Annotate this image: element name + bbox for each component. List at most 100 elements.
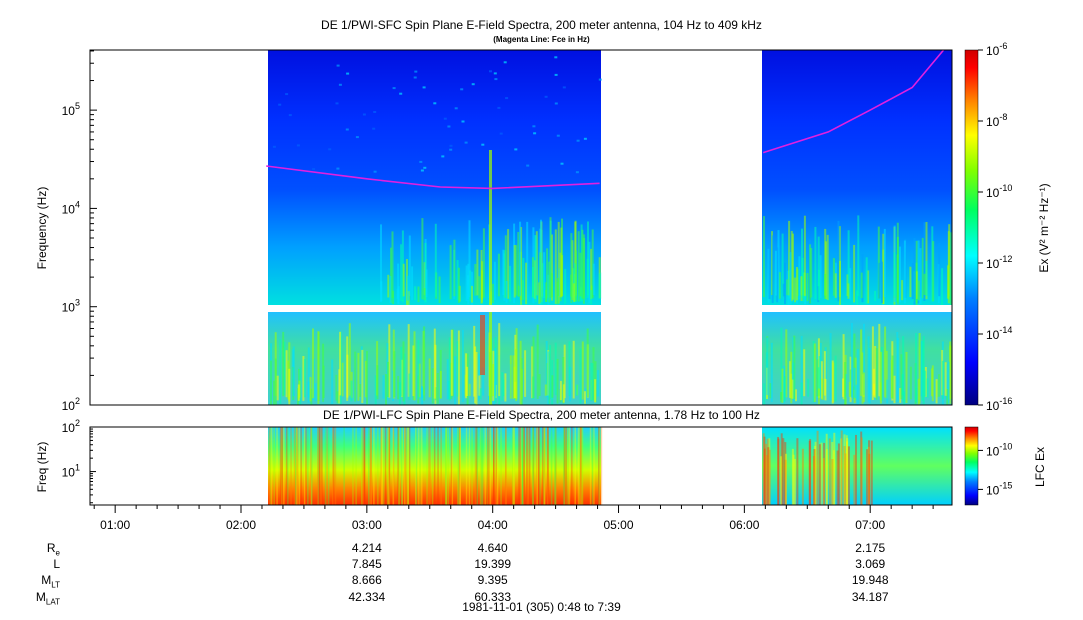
- lfc-streak: [847, 446, 850, 505]
- spectral-speck: [514, 148, 518, 151]
- lfc-colorbar-ticks: 10-10 10-15: [978, 441, 1012, 497]
- spectral-speck: [443, 117, 447, 120]
- spectral-streak: [893, 252, 896, 296]
- spectral-streak: [549, 217, 552, 298]
- spectral-streak: [913, 238, 916, 305]
- spectral-speck: [335, 102, 339, 105]
- lfc-streak: [820, 442, 823, 505]
- spectral-speck: [372, 127, 376, 130]
- lfc-streak: [310, 427, 312, 505]
- colorbar-tick-label: 10-14: [986, 325, 1012, 342]
- spectral-speck: [373, 111, 377, 113]
- spectral-streak: [397, 286, 400, 305]
- spectral-streak: [882, 249, 885, 305]
- time-tick-label: 02:00: [226, 518, 256, 532]
- lfc-streak: [281, 427, 283, 505]
- lfc-streak: [543, 427, 546, 505]
- spectral-streak: [879, 351, 882, 404]
- spectral-streak: [786, 279, 789, 296]
- spectral-streak: [380, 281, 383, 301]
- spectral-streak: [774, 250, 777, 296]
- spectral-streak: [417, 286, 420, 303]
- spectral-streak: [900, 354, 903, 400]
- spectral-streak: [557, 221, 560, 304]
- lfc-streak: [823, 442, 826, 505]
- spectral-streak: [590, 290, 593, 305]
- spectral-streak: [826, 234, 829, 301]
- spectral-streak: [411, 266, 414, 301]
- spectral-streak: [783, 376, 786, 402]
- spectral-speck: [497, 106, 501, 109]
- lfc-streak: [532, 427, 535, 505]
- ephemeris-value: 42.334: [348, 590, 386, 604]
- lfc-streak: [593, 427, 595, 505]
- lfc-streak: [479, 427, 482, 505]
- lfc-streak: [465, 427, 468, 505]
- spectral-speck: [460, 88, 464, 91]
- spectral-streak: [584, 391, 586, 404]
- lfc-streak: [296, 427, 299, 505]
- sfc-seg1-high: [268, 50, 601, 190]
- spectral-streak: [901, 374, 904, 396]
- spectral-streak: [812, 341, 815, 403]
- lfc-streak: [296, 427, 298, 505]
- lfc-streak: [493, 427, 495, 505]
- spectral-streak: [788, 220, 791, 296]
- spectral-streak: [918, 333, 921, 404]
- spectral-streak: [517, 232, 520, 297]
- spectral-streak: [297, 384, 300, 401]
- lfc-streak: [487, 427, 489, 505]
- spectral-speck: [499, 132, 503, 135]
- spectral-streak: [556, 281, 559, 305]
- spectral-streak: [853, 333, 856, 398]
- lfc-streak: [273, 427, 275, 505]
- spectral-speck: [441, 155, 445, 158]
- spectral-speck: [296, 144, 300, 147]
- lfc-streak: [505, 427, 507, 505]
- lfc-streak: [792, 454, 795, 505]
- spectral-streak: [824, 273, 826, 300]
- spectral-streak: [522, 257, 525, 300]
- spectral-streak: [541, 263, 544, 298]
- spectral-speck: [355, 136, 359, 139]
- fce-line: [266, 165, 600, 190]
- lfc-streak: [868, 440, 870, 505]
- lfc-streak: [801, 448, 804, 505]
- spectral-streak: [438, 276, 441, 303]
- spectral-streak: [573, 283, 575, 302]
- lfc-streak: [543, 427, 546, 505]
- spectral-streak: [885, 350, 888, 399]
- lfc-streak: [440, 427, 442, 505]
- spectral-streak: [586, 328, 589, 398]
- spectral-streak: [572, 340, 575, 399]
- lfc-streak: [363, 427, 366, 505]
- spectral-streak: [322, 343, 325, 402]
- spectral-streak: [925, 222, 928, 300]
- lfc-streak: [276, 427, 278, 505]
- spectral-streak: [446, 359, 449, 400]
- lfc-seg1: [268, 427, 601, 505]
- lfc-streak: [543, 427, 545, 505]
- lfc-streak: [488, 427, 491, 505]
- spectral-streak: [397, 263, 400, 304]
- lfc-streak: [445, 427, 447, 505]
- sfc-frame: [89, 49, 953, 406]
- ephemeris-value: 4.214: [351, 541, 382, 555]
- lfc-streak: [489, 427, 492, 505]
- spectral-streak: [842, 334, 845, 400]
- spectral-streak: [559, 252, 562, 297]
- lfc-streak: [565, 427, 567, 505]
- lfc-streak: [794, 458, 796, 505]
- lfc-streak: [537, 427, 540, 505]
- spectral-speck: [288, 114, 292, 117]
- sfc-seg2-high: [762, 50, 952, 190]
- lfc-streak: [532, 427, 534, 505]
- spectral-streak: [505, 281, 508, 303]
- spectral-streak: [798, 256, 801, 300]
- spectral-streak: [848, 381, 851, 397]
- spectral-streak: [818, 388, 820, 405]
- spectral-streak: [776, 247, 779, 303]
- spectral-streak: [590, 362, 593, 402]
- lfc-streak: [843, 434, 846, 505]
- lfc-streak: [527, 427, 530, 505]
